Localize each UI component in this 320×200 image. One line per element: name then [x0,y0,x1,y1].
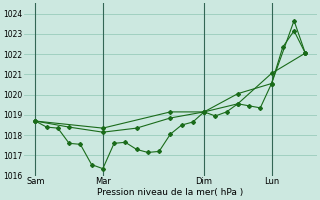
X-axis label: Pression niveau de la mer( hPa ): Pression niveau de la mer( hPa ) [97,188,244,197]
